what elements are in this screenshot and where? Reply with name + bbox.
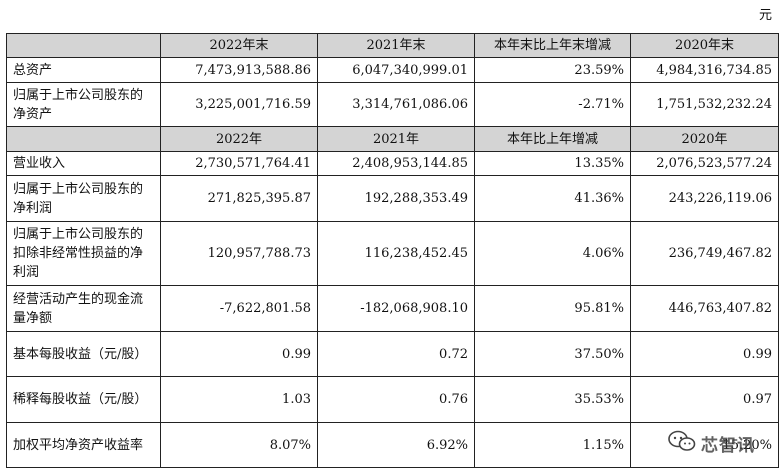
row-label: 加权平均净资产收益率 xyxy=(6,422,161,468)
table-cell: 2,076,523,577.24 xyxy=(630,151,779,176)
table-cell: 3,314,761,086.06 xyxy=(317,82,475,127)
table-row-net-profit-excl: 归属于上市公司股东的扣除非经常性损益的净利润 120,957,788.73 11… xyxy=(6,221,779,286)
table-cell: 2,730,571,764.41 xyxy=(160,151,318,176)
unit-label: 元 xyxy=(758,8,772,23)
table-cell: 2,408,953,144.85 xyxy=(317,151,475,176)
row-label: 稀释每股收益（元/股） xyxy=(6,376,161,423)
table-cell: 15.20% xyxy=(630,422,779,468)
table-row-diluted-eps: 稀释每股收益（元/股） 1.03 0.76 35.53% 0.97 xyxy=(6,376,779,423)
row-label: 归属于上市公司股东的净利润 xyxy=(6,175,161,222)
table-cell: 236,749,467.82 xyxy=(630,221,779,286)
table-cell: 0.97 xyxy=(630,376,779,423)
table-cell: 271,825,395.87 xyxy=(160,175,318,222)
row-label: 归属于上市公司股东的净资产 xyxy=(6,82,161,127)
table-row-net-assets: 归属于上市公司股东的净资产 3,225,001,716.59 3,314,761… xyxy=(6,82,779,127)
table-cell: 13.35% xyxy=(474,151,631,176)
financial-data-table: 2022年末 2021年末 本年末比上年末增减 2020年末 总资产 7,473… xyxy=(6,33,779,468)
table-row-net-profit: 归属于上市公司股东的净利润 271,825,395.87 192,288,353… xyxy=(6,175,779,222)
table-cell: 243,226,119.06 xyxy=(630,175,779,222)
table-cell: 192,288,353.49 xyxy=(317,175,475,222)
header-cell: 2021年 xyxy=(317,126,475,152)
header-cell: 2022年末 xyxy=(160,33,318,58)
table-cell: 0.99 xyxy=(630,331,779,377)
table-cell: 0.76 xyxy=(317,376,475,423)
header-corner xyxy=(6,33,161,58)
table-row-total-assets: 总资产 7,473,913,588.86 6,047,340,999.01 23… xyxy=(6,57,779,83)
header-corner xyxy=(6,126,161,152)
table-cell: 6,047,340,999.01 xyxy=(317,57,475,83)
table-cell: 4,984,316,734.85 xyxy=(630,57,779,83)
row-label: 归属于上市公司股东的扣除非经常性损益的净利润 xyxy=(6,221,161,286)
table-row-operating-cash-flow: 经营活动产生的现金流量净额 -7,622,801.58 -182,068,908… xyxy=(6,285,779,332)
row-label: 经营活动产生的现金流量净额 xyxy=(6,285,161,332)
table-row-revenue: 营业收入 2,730,571,764.41 2,408,953,144.85 1… xyxy=(6,151,779,176)
table-cell: -182,068,908.10 xyxy=(317,285,475,332)
header-cell: 2021年末 xyxy=(317,33,475,58)
header-cell: 本年末比上年末增减 xyxy=(474,33,631,58)
table-cell: 0.72 xyxy=(317,331,475,377)
table-cell: 1.03 xyxy=(160,376,318,423)
table-cell: 120,957,788.73 xyxy=(160,221,318,286)
table-cell: 35.53% xyxy=(474,376,631,423)
row-label: 总资产 xyxy=(6,57,161,83)
table-cell: 1,751,532,232.24 xyxy=(630,82,779,127)
table-cell: 7,473,913,588.86 xyxy=(160,57,318,83)
table-cell: 6.92% xyxy=(317,422,475,468)
header-row-period-end: 2022年末 2021年末 本年末比上年末增减 2020年末 xyxy=(6,33,779,58)
header-cell: 2022年 xyxy=(160,126,318,152)
table-cell: 0.99 xyxy=(160,331,318,377)
header-cell: 本年比上年增减 xyxy=(474,126,631,152)
table-cell: 95.81% xyxy=(474,285,631,332)
header-cell: 2020年 xyxy=(630,126,779,152)
table-cell: -2.71% xyxy=(474,82,631,127)
table-cell: 446,763,407.82 xyxy=(630,285,779,332)
table-cell: 4.06% xyxy=(474,221,631,286)
header-row-period: 2022年 2021年 本年比上年增减 2020年 xyxy=(6,126,779,152)
row-label: 基本每股收益（元/股） xyxy=(6,331,161,377)
table-cell: 23.59% xyxy=(474,57,631,83)
table-cell: 37.50% xyxy=(474,331,631,377)
table-cell: 116,238,452.45 xyxy=(317,221,475,286)
header-cell: 2020年末 xyxy=(630,33,779,58)
table-row-basic-eps: 基本每股收益（元/股） 0.99 0.72 37.50% 0.99 xyxy=(6,331,779,377)
table-row-weighted-roe: 加权平均净资产收益率 8.07% 6.92% 1.15% 15.20% xyxy=(6,422,779,468)
row-label: 营业收入 xyxy=(6,151,161,176)
table-cell: 3,225,001,716.59 xyxy=(160,82,318,127)
table-cell: 1.15% xyxy=(474,422,631,468)
table-cell: 8.07% xyxy=(160,422,318,468)
table-cell: 41.36% xyxy=(474,175,631,222)
table-cell: -7,622,801.58 xyxy=(160,285,318,332)
